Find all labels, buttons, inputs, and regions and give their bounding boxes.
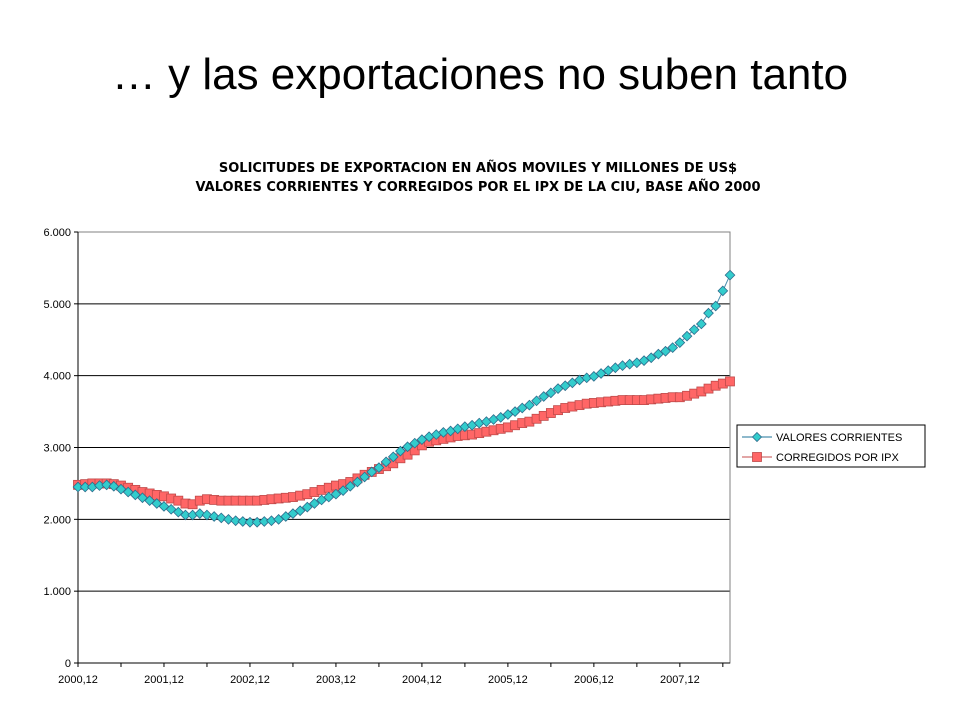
point-valores [301, 501, 313, 513]
x-tick-label: 2005,12 [488, 674, 528, 686]
legend-label-corregidos: CORREGIDOS POR IPX [776, 452, 900, 464]
legend: VALORES CORRIENTES CORREGIDOS POR IPX [736, 424, 926, 468]
point-valores [151, 498, 163, 509]
x-tick-label: 2007,12 [660, 674, 700, 686]
y-tick-label: 6.000 [43, 227, 71, 239]
chart-subtitle: VALORES CORRIENTES Y CORREGIDOS POR EL I… [195, 179, 760, 195]
point-valores [230, 515, 241, 527]
point-valores [681, 330, 693, 342]
point-valores [645, 352, 657, 364]
axes: 0 1.000 2.000 3.000 4.000 5.000 6.000 2000,12 20… [43, 227, 730, 686]
point-valores [129, 489, 141, 501]
point-valores [330, 488, 342, 500]
y-tick-label: 0 [65, 658, 71, 670]
point-valores [115, 483, 127, 495]
point-valores [237, 516, 249, 527]
point-valores [395, 445, 406, 457]
point-valores [688, 324, 700, 336]
x-tick-label: 2002,12 [230, 674, 270, 686]
point-valores [194, 508, 206, 519]
y-tick-label: 3.000 [43, 443, 71, 455]
legend-marker-diamond-icon [751, 431, 763, 443]
legend-marker-square-icon [752, 452, 762, 462]
series-layer [72, 269, 736, 528]
point-valores [215, 512, 227, 524]
point-valores [72, 481, 84, 493]
point-valores [538, 391, 550, 402]
x-tick-label: 2003,12 [316, 674, 356, 686]
x-tick-label: 2006,12 [574, 674, 614, 686]
point-valores [352, 476, 363, 488]
point-valores [710, 300, 722, 312]
x-tick-label: 2001,12 [144, 674, 184, 686]
point-valores [208, 511, 220, 522]
point-valores [244, 516, 256, 528]
x-tick-label: 2000,12 [58, 674, 98, 686]
point-valores [366, 466, 378, 478]
point-valores [509, 406, 521, 417]
point-valores [309, 498, 320, 509]
point-valores [373, 462, 385, 473]
point-valores [201, 509, 213, 521]
legend-box [736, 424, 926, 468]
slide-title: … y las exportaciones no suben tanto [111, 50, 849, 99]
y-tick-label: 4.000 [43, 371, 71, 383]
point-valores [144, 495, 156, 507]
point-valores [294, 505, 306, 517]
y-tick-label: 1.000 [43, 586, 71, 598]
point-valores [703, 307, 714, 319]
point-valores [409, 437, 421, 449]
gridlines [78, 231, 730, 592]
point-valores [158, 501, 170, 512]
point-valores [674, 337, 686, 348]
point-valores [79, 481, 91, 493]
chart-title: SOLICITUDES DE EXPORTACION EN AÑOS MOVIL… [219, 160, 737, 176]
point-valores [524, 399, 535, 411]
point-valores [545, 387, 557, 399]
point-valores [101, 479, 113, 491]
point-valores [695, 318, 707, 330]
point-valores [667, 342, 679, 354]
y-tick-label: 2.000 [43, 514, 71, 526]
x-tick-label: 2004,12 [402, 674, 442, 686]
legend-label-valores: VALORES CORRIENTES [776, 432, 902, 444]
point-valores [344, 480, 356, 492]
point-valores [137, 492, 148, 504]
point-valores [223, 513, 234, 525]
point-valores [402, 441, 413, 453]
point-valores [122, 486, 134, 498]
point-corregidos [725, 376, 735, 387]
point-valores [660, 345, 671, 357]
point-valores [180, 509, 191, 521]
point-valores [359, 471, 370, 483]
point-valores [724, 269, 736, 281]
point-valores [387, 451, 399, 463]
point-valores [717, 285, 729, 297]
point-valores [531, 395, 542, 407]
point-valores [337, 485, 349, 496]
y-tick-label: 5.000 [43, 299, 71, 311]
point-valores [380, 456, 392, 468]
